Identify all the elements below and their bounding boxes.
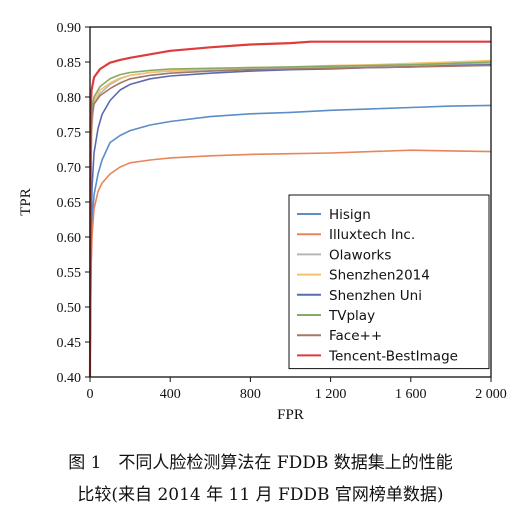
series-line-tvplay <box>89 61 492 378</box>
x-tick-label: 400 <box>160 387 181 402</box>
roc-chart: 0 400 800 1 200 1 600 2 000 0.400.450.500.550… <box>18 21 507 423</box>
y-tick-label: 0.50 <box>57 301 82 316</box>
x-axis-label: FPR <box>277 407 304 423</box>
x-tick-label: 1 200 <box>315 387 347 402</box>
legend-label-face-: Face++ <box>329 328 382 344</box>
legend-box <box>288 194 490 370</box>
legend-label-olaworks: Olaworks <box>329 247 391 263</box>
legend-label-shenzhen2014: Shenzhen2014 <box>329 268 430 284</box>
x-axis: 0 400 800 1 200 1 600 2 000 <box>87 377 507 402</box>
x-tick-label: 800 <box>240 387 261 402</box>
y-tick-label: 0.40 <box>57 371 82 386</box>
y-tick-label: 0.45 <box>57 336 82 351</box>
y-tick-label: 0.65 <box>57 196 82 211</box>
series-line-illuxtech-inc- <box>89 149 492 378</box>
y-tick-label: 0.75 <box>57 126 82 141</box>
x-tick-label: 2 000 <box>475 387 507 402</box>
y-axis: 0.40 0.45 0.50 0.55 0.60 0.65 0.70 0.75 0.80 0.85… <box>57 21 90 386</box>
y-tick-label: 0.55 <box>57 266 82 281</box>
caption-line-2: 比较(来自 2014 年 11 月 FDDB 官网榜单数据) <box>77 485 444 505</box>
legend-label-tvplay: TVplay <box>328 308 375 324</box>
y-axis-label: TPR <box>18 188 34 216</box>
y-tick-label: 0.70 <box>57 161 82 176</box>
series-layer <box>88 40 492 378</box>
y-tick-label: 0.80 <box>57 91 82 106</box>
series-line-face- <box>89 64 492 378</box>
y-tick-label: 0.60 <box>57 231 82 246</box>
legend-label-tencent-bestimage: Tencent-BestImage <box>328 348 458 364</box>
series-line-hisign <box>89 104 492 378</box>
legend-label-shenzhen-uni: Shenzhen Uni <box>329 288 422 304</box>
legend-label-illuxtech-inc-: Illuxtech Inc. <box>329 227 415 243</box>
caption-line-1: 图 1 不同人脸检测算法在 FDDB 数据集上的性能 <box>68 453 453 473</box>
x-tick-label: 0 <box>87 387 94 402</box>
y-tick-label: 0.90 <box>57 21 82 36</box>
series-line-tencent-bestimage <box>88 40 491 378</box>
legend: Hisign Illuxtech Inc. Olaworks Shenzhen2014… <box>288 194 490 370</box>
legend-label-hisign: Hisign <box>329 207 371 223</box>
x-tick-label: 1 600 <box>395 387 427 402</box>
figure-caption: 图 1 不同人脸检测算法在 FDDB 数据集上的性能 比较(来自 2014 年 … <box>0 447 521 511</box>
y-tick-label: 0.85 <box>57 56 82 71</box>
